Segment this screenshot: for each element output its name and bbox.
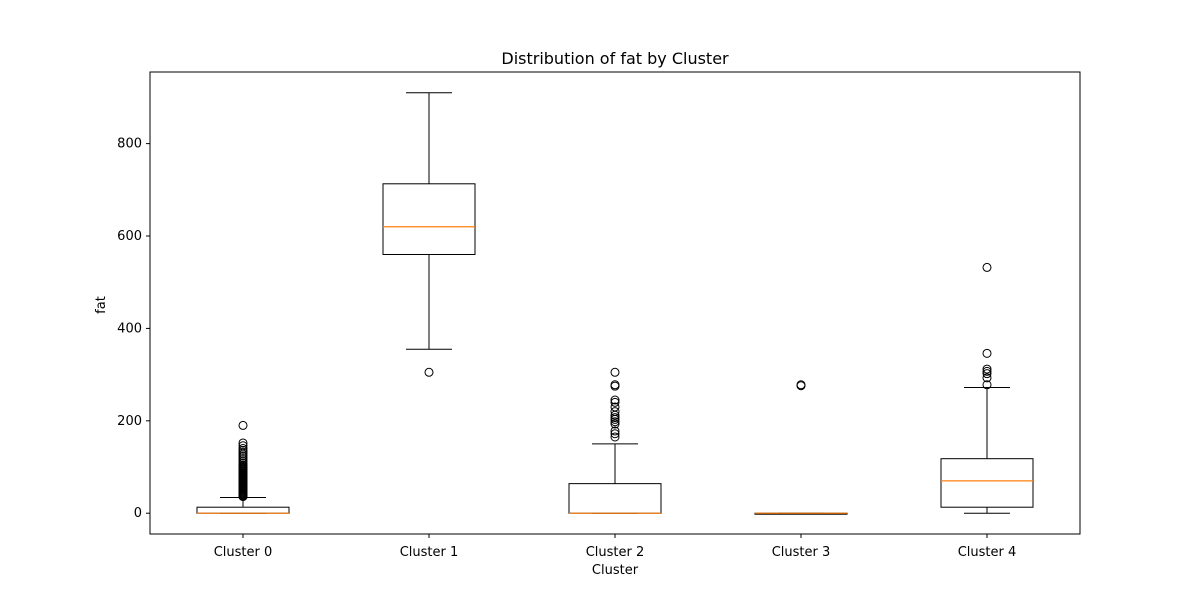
outlier-point (238, 441, 248, 451)
y-axis-label: fat (94, 296, 109, 314)
outlier-point (610, 432, 620, 442)
plot-frame (149, 71, 1081, 535)
outlier-point (610, 367, 620, 377)
outlier-point (610, 395, 620, 405)
x-tick-label: Cluster 1 (400, 545, 459, 560)
x-tick-label: Cluster 2 (586, 545, 645, 560)
outlier-point (982, 369, 992, 379)
iqr-box (940, 458, 1034, 508)
outlier-point (610, 402, 620, 412)
x-axis-label: Cluster (592, 563, 639, 578)
outlier-point (796, 380, 806, 390)
y-tick-label: 200 (117, 414, 142, 429)
outlier-point (610, 419, 620, 429)
outlier-point (610, 397, 620, 407)
outlier-point (982, 364, 992, 374)
x-tick-label: Cluster 0 (214, 545, 273, 560)
outlier-point (982, 348, 992, 358)
outlier-point (982, 380, 992, 390)
iqr-box (382, 183, 476, 255)
outlier-point (610, 417, 620, 427)
x-tick-label: Cluster 3 (772, 545, 831, 560)
outlier-point (610, 426, 620, 436)
x-tick-label: Cluster 4 (958, 545, 1017, 560)
outlier-point (982, 262, 992, 272)
y-tick-label: 600 (117, 229, 142, 244)
outlier-point (238, 438, 248, 448)
outlier-point (610, 413, 620, 423)
outlier-point (610, 380, 620, 390)
outlier-point (238, 420, 248, 430)
outlier-point (982, 373, 992, 383)
y-tick-label: 800 (117, 137, 142, 152)
iqr-box (568, 483, 662, 514)
outlier-point (610, 429, 620, 439)
y-tick-label: 0 (134, 506, 142, 521)
chart-title: Distribution of fat by Cluster (501, 49, 729, 68)
outlier-point (238, 444, 248, 454)
outlier-point (610, 407, 620, 417)
plot-area: 0 200 400 600 800 Cluster 0 Cluster 1 Cluster 2… (117, 92, 1034, 560)
outlier-point (424, 367, 434, 377)
outlier-point (982, 366, 992, 376)
y-tick-label: 400 (117, 321, 142, 336)
iqr-box (196, 506, 290, 514)
